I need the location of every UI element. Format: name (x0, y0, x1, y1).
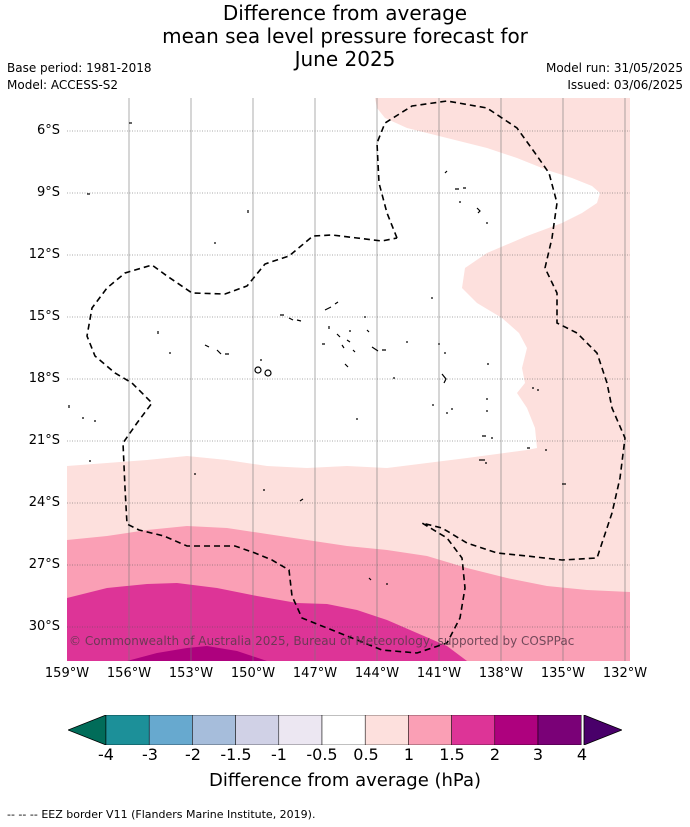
lat-label: 27°S (28, 557, 60, 572)
colorbar-tick: 3 (532, 745, 544, 764)
island (532, 387, 539, 391)
island (254, 359, 262, 374)
island (264, 369, 272, 377)
chart-title: Difference from average mean sea level p… (0, 2, 690, 71)
colorbar-tick: 1 (403, 745, 415, 764)
colorbar-segment (278, 715, 323, 745)
anomaly-region-0p5-1 (67, 98, 630, 661)
island (68, 405, 96, 422)
colorbar-extend-low (68, 715, 107, 745)
colorbar-extend-high (583, 715, 622, 745)
colorbar-segments (105, 715, 582, 745)
island (280, 314, 302, 322)
eez-legend: -- -- -- EEZ border V11 (Flanders Marine… (7, 808, 315, 821)
issued-date: Issued: 03/06/2025 (567, 78, 683, 92)
colorbar-tick: -1.5 (220, 745, 252, 764)
lat-label: 24°S (28, 495, 60, 510)
island (364, 316, 386, 352)
island (459, 201, 481, 214)
lon-label: 132°W (602, 666, 648, 681)
eez-legend-label: EEZ border V11 (Flanders Marine Institut… (41, 808, 316, 821)
colorbar-segment (148, 715, 193, 745)
title-line-2: mean sea level pressure forecast for (162, 24, 528, 48)
island (344, 341, 408, 379)
lon-label: 153°W (168, 666, 214, 681)
island (322, 343, 356, 353)
island (299, 418, 358, 502)
island (527, 447, 547, 451)
eez-border (86, 100, 626, 654)
island (444, 170, 448, 174)
island (157, 331, 171, 354)
colorbar-tick: -0.5 (306, 745, 338, 764)
meta-right: Model run: 31/05/2025 Issued: 03/06/2025 (546, 60, 683, 94)
lon-label: 150°W (230, 666, 276, 681)
island (432, 373, 488, 414)
colorbar-segment (408, 715, 452, 745)
colorbar-segment (494, 715, 539, 745)
colorbar (68, 715, 622, 745)
model-name: Model: ACCESS-S2 (7, 78, 119, 92)
pressure-map: © Commonwealth of Australia 2025, Bureau… (67, 98, 630, 661)
anomaly-region-2-3 (127, 646, 267, 661)
title-line-1: Difference from average (222, 1, 468, 25)
model-run: Model run: 31/05/2025 (545, 61, 683, 75)
island (324, 301, 339, 311)
lon-label: 144°W (354, 666, 400, 681)
lat-label: 30°S (28, 619, 60, 634)
lon-label: 138°W (478, 666, 524, 681)
island (204, 344, 229, 355)
island (455, 187, 466, 190)
colorbar-tick: 4 (576, 745, 588, 764)
lat-label: 18°S (28, 371, 60, 386)
colorbar-segment (451, 715, 496, 745)
colorbar-segment (105, 715, 150, 745)
colorbar-tick: -4 (98, 745, 114, 764)
title-line-3: June 2025 (294, 47, 396, 71)
base-period: Base period: 1981-2018 (7, 61, 152, 75)
lat-label: 6°S (36, 123, 60, 138)
colorbar-tick: -1 (271, 745, 287, 764)
copyright-notice: © Commonwealth of Australia 2025, Bureau… (69, 634, 574, 648)
eez-legend-dash: -- -- -- (7, 808, 38, 821)
colorbar-segment (364, 715, 409, 745)
colorbar-segment (321, 715, 366, 745)
colorbar-tick: 1.5 (439, 745, 465, 764)
lat-label: 9°S (36, 185, 60, 200)
lon-label: 147°W (292, 666, 338, 681)
island (328, 326, 351, 343)
colorbar-title: Difference from average (hPa) (208, 770, 482, 791)
colorbar-segment (192, 715, 236, 745)
colorbar-tick: -2 (185, 745, 201, 764)
lat-label: 12°S (28, 247, 60, 262)
island (89, 460, 265, 491)
island (368, 577, 388, 585)
colorbar-tick: 2 (489, 745, 501, 764)
colorbar-tick: -3 (142, 745, 158, 764)
lon-label: 141°W (416, 666, 462, 681)
island (479, 459, 487, 464)
lon-label: 135°W (540, 666, 586, 681)
islands (68, 122, 566, 585)
lat-label: 21°S (28, 433, 60, 448)
colorbar-tick: 0.5 (353, 745, 379, 764)
lat-label: 15°S (28, 309, 60, 324)
lon-label: 159°W (44, 666, 90, 681)
colorbar-segment (235, 715, 280, 745)
meta-left: Base period: 1981-2018 Model: ACCESS-S2 (7, 60, 152, 94)
island (482, 435, 493, 439)
island (438, 343, 489, 365)
anomaly-region-1p5-2 (67, 583, 467, 661)
lon-label: 156°W (106, 666, 152, 681)
colorbar-segment (537, 715, 582, 745)
gridlines (128, 98, 626, 661)
